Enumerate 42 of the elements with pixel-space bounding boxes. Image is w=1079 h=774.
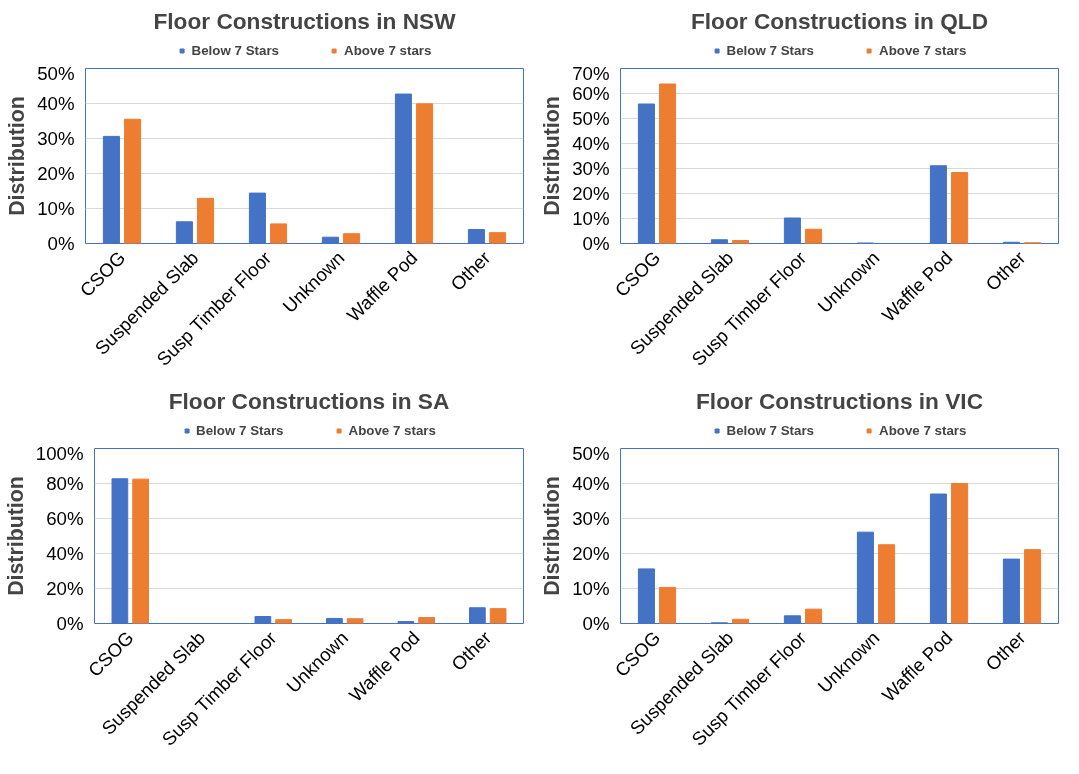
y-tick-label: 20% bbox=[572, 183, 610, 204]
legend-label: Above 7 stars bbox=[344, 42, 432, 58]
legend-label: Above 7 stars bbox=[879, 422, 967, 438]
legend-label: Below 7 Stars bbox=[191, 42, 279, 58]
chart-title: Floor Constructions in NSW bbox=[153, 7, 457, 34]
y-tick-label: 0% bbox=[582, 233, 610, 254]
legend-label: Below 7 Stars bbox=[726, 422, 814, 438]
y-tick-label: 30% bbox=[572, 158, 610, 179]
y-tick-label: 10% bbox=[572, 578, 610, 599]
y-tick-label: 30% bbox=[37, 128, 75, 149]
y-tick-label: 50% bbox=[572, 442, 610, 464]
legend-label: Above 7 stars bbox=[879, 42, 967, 58]
y-tick-label: 50% bbox=[572, 108, 610, 129]
y-tick-label: 50% bbox=[37, 62, 75, 84]
chart-title: Floor Constructions in QLD bbox=[690, 7, 989, 34]
y-tick-label: 10% bbox=[37, 198, 75, 219]
y-tick-label: 60% bbox=[46, 508, 84, 529]
y-tick-label: 0% bbox=[582, 613, 610, 634]
y-axis-title: Distribution bbox=[5, 96, 30, 216]
y-tick-label: 20% bbox=[37, 163, 75, 184]
y-tick-label: 40% bbox=[37, 93, 75, 114]
y-tick-label: 10% bbox=[572, 208, 610, 229]
chart-title: Floor Constructions in VIC bbox=[696, 387, 983, 414]
y-tick-label: 40% bbox=[572, 473, 610, 494]
y-tick-label: 40% bbox=[46, 543, 84, 564]
y-tick-label: 100% bbox=[35, 442, 84, 464]
y-axis-title: Distribution bbox=[3, 476, 28, 596]
y-tick-label: 40% bbox=[572, 133, 610, 154]
y-tick-label: 0% bbox=[47, 233, 75, 254]
y-tick-label: 30% bbox=[572, 508, 610, 529]
y-tick-label: 80% bbox=[46, 473, 84, 494]
legend-label: Above 7 stars bbox=[348, 422, 436, 438]
y-axis-title: Distribution bbox=[540, 476, 565, 596]
y-tick-label: 20% bbox=[46, 578, 84, 599]
y-axis-title: Distribution bbox=[540, 96, 565, 216]
legend-label: Below 7 Stars bbox=[196, 422, 284, 438]
chart-title: Floor Constructions in SA bbox=[168, 387, 450, 414]
y-tick-label: 70% bbox=[572, 62, 610, 84]
y-tick-label: 60% bbox=[572, 83, 610, 104]
y-tick-label: 20% bbox=[572, 543, 610, 564]
y-tick-label: 0% bbox=[56, 613, 84, 634]
legend-label: Below 7 Stars bbox=[726, 42, 814, 58]
